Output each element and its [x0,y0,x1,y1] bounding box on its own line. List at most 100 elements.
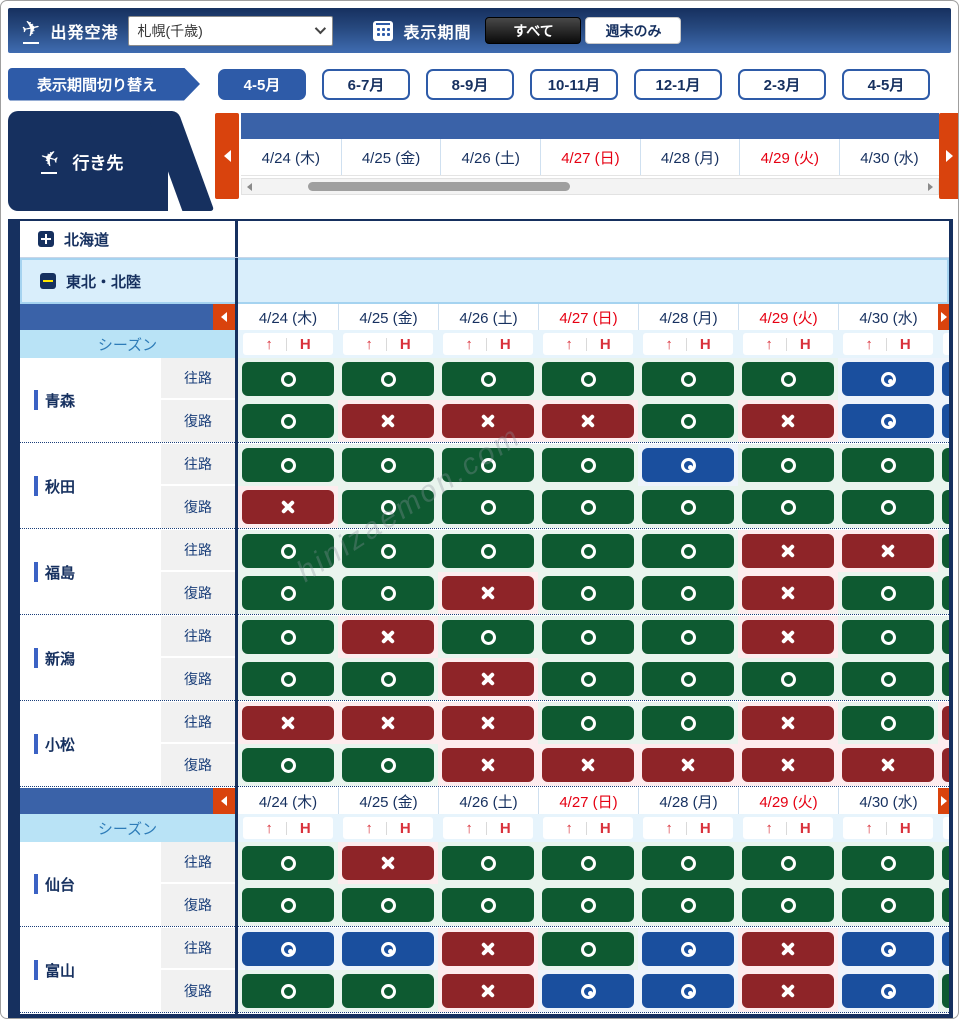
availability-cell[interactable] [738,842,838,884]
scrollbar-thumb[interactable] [308,182,570,191]
availability-cell[interactable] [338,572,438,614]
period-tab[interactable]: 10-11月 [530,68,618,100]
availability-cell[interactable] [538,842,638,884]
availability-cell[interactable] [838,616,938,658]
availability-cell[interactable] [738,928,838,970]
availability-cell[interactable] [238,358,338,400]
availability-cell[interactable] [538,358,638,400]
availability-cell[interactable] [638,658,738,700]
availability-cell[interactable] [238,658,338,700]
availability-cell[interactable] [238,928,338,970]
departure-airport-select[interactable]: 札幌(千歳) [128,15,334,46]
availability-cell[interactable] [938,928,949,970]
availability-cell[interactable] [838,928,938,970]
availability-cell[interactable] [938,486,949,528]
scrollbar-left-arrow[interactable] [247,183,252,191]
availability-cell[interactable] [738,884,838,926]
availability-cell[interactable] [638,842,738,884]
availability-cell[interactable] [338,486,438,528]
availability-cell[interactable] [938,658,949,700]
availability-cell[interactable] [838,486,938,528]
availability-cell[interactable] [738,444,838,486]
availability-cell[interactable] [438,970,538,1012]
period-tab[interactable]: 2-3月 [738,68,826,100]
scroll-left-button[interactable] [215,113,239,199]
availability-cell[interactable] [438,928,538,970]
availability-cell[interactable] [238,572,338,614]
availability-cell[interactable] [738,744,838,786]
filter-all-button[interactable]: すべて [485,17,582,44]
collapse-minus-icon[interactable] [40,273,56,289]
availability-cell[interactable] [638,572,738,614]
availability-cell[interactable] [238,744,338,786]
availability-cell[interactable] [838,702,938,744]
availability-cell[interactable] [838,744,938,786]
availability-cell[interactable] [538,616,638,658]
availability-cell[interactable] [238,530,338,572]
region-row-tohoku-hokuriku[interactable]: 東北・北陸 [20,258,949,304]
availability-cell[interactable] [638,444,738,486]
availability-cell[interactable] [238,702,338,744]
availability-cell[interactable] [438,358,538,400]
availability-cell[interactable] [638,530,738,572]
availability-cell[interactable] [338,702,438,744]
scroll-right-button[interactable] [938,304,949,330]
availability-cell[interactable] [638,970,738,1012]
availability-cell[interactable] [438,400,538,442]
availability-cell[interactable] [438,702,538,744]
period-tab[interactable]: 8-9月 [426,68,514,100]
availability-cell[interactable] [338,616,438,658]
availability-cell[interactable] [838,884,938,926]
period-tab[interactable]: 6-7月 [322,68,410,100]
availability-cell[interactable] [238,842,338,884]
availability-cell[interactable] [638,928,738,970]
availability-cell[interactable] [538,884,638,926]
availability-cell[interactable] [738,530,838,572]
availability-cell[interactable] [538,744,638,786]
availability-cell[interactable] [338,928,438,970]
expand-plus-icon[interactable] [38,231,54,247]
availability-cell[interactable] [338,884,438,926]
scrollbar-right-arrow[interactable] [928,183,933,191]
horizontal-scrollbar[interactable] [241,178,939,195]
availability-cell[interactable] [738,358,838,400]
availability-cell[interactable] [638,884,738,926]
availability-cell[interactable] [338,358,438,400]
scroll-left-button[interactable] [213,304,235,330]
availability-cell[interactable] [638,358,738,400]
availability-cell[interactable] [438,744,538,786]
availability-cell[interactable] [538,702,638,744]
availability-cell[interactable] [738,616,838,658]
availability-cell[interactable] [938,884,949,926]
availability-cell[interactable] [838,400,938,442]
availability-cell[interactable] [438,884,538,926]
scroll-right-button[interactable] [938,788,949,814]
availability-cell[interactable] [938,358,949,400]
availability-cell[interactable] [538,658,638,700]
availability-cell[interactable] [338,842,438,884]
availability-cell[interactable] [938,530,949,572]
availability-cell[interactable] [638,702,738,744]
availability-cell[interactable] [238,400,338,442]
availability-cell[interactable] [438,842,538,884]
availability-cell[interactable] [438,616,538,658]
region-row-hokkaido[interactable]: 北海道 [20,221,949,258]
availability-cell[interactable] [338,970,438,1012]
availability-cell[interactable] [738,658,838,700]
availability-cell[interactable] [338,444,438,486]
availability-cell[interactable] [238,884,338,926]
availability-cell[interactable] [938,744,949,786]
availability-cell[interactable] [538,928,638,970]
availability-cell[interactable] [438,658,538,700]
availability-cell[interactable] [738,400,838,442]
availability-cell[interactable] [438,444,538,486]
availability-cell[interactable] [438,486,538,528]
period-tab[interactable]: 4-5月 [218,68,306,100]
availability-cell[interactable] [738,572,838,614]
availability-cell[interactable] [538,444,638,486]
availability-cell[interactable] [838,658,938,700]
availability-cell[interactable] [838,530,938,572]
availability-cell[interactable] [338,400,438,442]
availability-cell[interactable] [738,970,838,1012]
availability-cell[interactable] [538,530,638,572]
